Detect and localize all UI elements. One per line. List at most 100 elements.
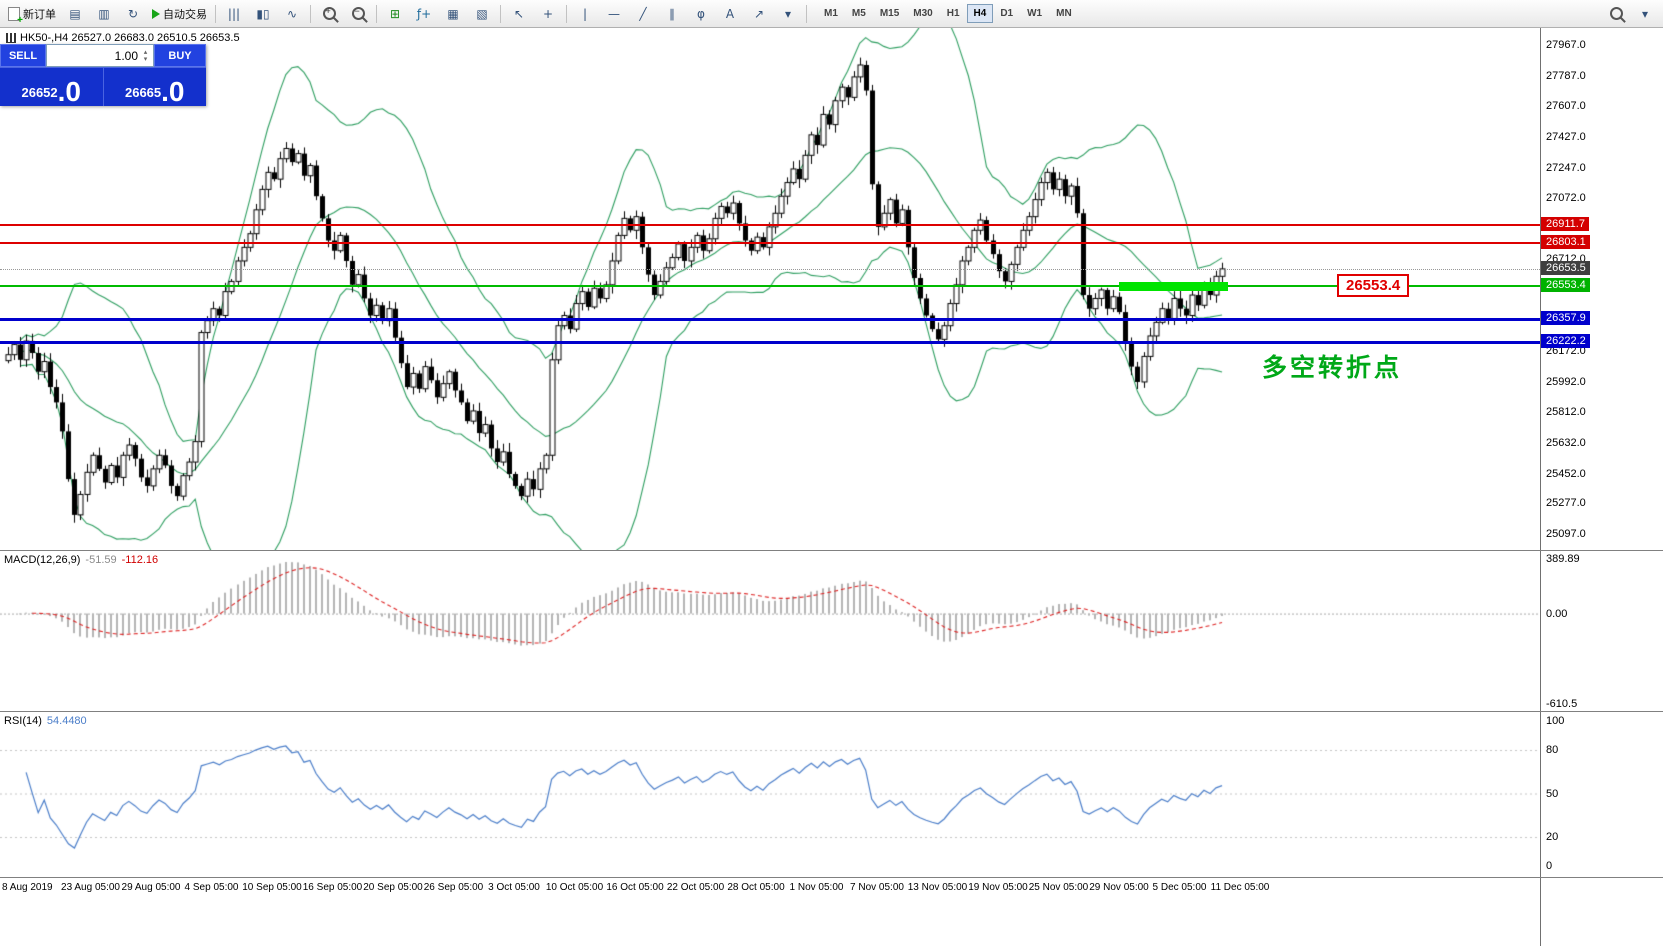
price-label: 25632.0 bbox=[1546, 437, 1586, 449]
rsi-value: 54.4480 bbox=[46, 715, 87, 727]
timeframe-m30-button[interactable]: M30 bbox=[913, 8, 933, 19]
channel-button[interactable]: ∥ bbox=[658, 2, 686, 26]
bar-chart-button[interactable]: ||| bbox=[220, 2, 248, 26]
buy-price-frac: .0 bbox=[161, 76, 185, 108]
date-label: 20 Sep 05:00 bbox=[363, 882, 423, 893]
horizontal-line-26803.1[interactable] bbox=[0, 242, 1540, 244]
document-plus-icon bbox=[8, 6, 23, 26]
horizontal-line-button[interactable]: — bbox=[600, 2, 628, 26]
rsi-canvas[interactable] bbox=[0, 713, 1540, 878]
price-label: 27427.0 bbox=[1546, 131, 1586, 143]
trendline-button[interactable]: ╱ bbox=[629, 2, 657, 26]
autotrading-button-label: 自动交易 bbox=[163, 8, 207, 21]
price-flag-label[interactable]: 26553.4 bbox=[1337, 274, 1410, 297]
price-badge: 26357.9 bbox=[1541, 311, 1590, 325]
main-chart-canvas[interactable] bbox=[0, 28, 1540, 550]
line-chart-icon: ∿ bbox=[286, 6, 298, 21]
price-label: 27247.0 bbox=[1546, 162, 1586, 174]
date-label: 29 Nov 05:00 bbox=[1089, 882, 1149, 893]
date-label: 10 Sep 05:00 bbox=[242, 882, 302, 893]
buy-button[interactable]: BUY bbox=[154, 44, 206, 67]
fibonacci-button[interactable]: φ bbox=[687, 2, 715, 26]
date-label: 13 Nov 05:00 bbox=[907, 882, 968, 893]
new-chart-button[interactable]: ▦ bbox=[439, 2, 467, 26]
sell-price[interactable]: 26652.0 bbox=[0, 68, 103, 106]
search-button[interactable] bbox=[1602, 2, 1630, 26]
horizontal-line-26553.4[interactable] bbox=[0, 285, 1540, 287]
tile-windows-button[interactable]: ⊞ bbox=[381, 2, 409, 26]
indicators-button[interactable]: ƒ+ bbox=[410, 2, 438, 26]
symbol-ohlc-text: HK50-,H4 26527.0 26683.0 26510.5 26653.5 bbox=[20, 32, 240, 44]
price-axis[interactable]: 27967.0 27787.0 27607.0 27427.0 27247.0 27072… bbox=[1540, 28, 1663, 946]
volume-spinner[interactable]: 1.00 ▴ ▾ bbox=[46, 44, 154, 67]
chart-icon bbox=[6, 33, 16, 43]
tile-windows-icon: ⊞ bbox=[389, 6, 401, 21]
time-axis[interactable]: 8 Aug 2019 23 Aug 05:00 29 Aug 05:00 4 Sep … bbox=[0, 880, 1540, 896]
magnifier-icon bbox=[1609, 7, 1623, 20]
timeframe-h4-button[interactable]: H4 bbox=[966, 4, 994, 23]
sell-button[interactable]: SELL bbox=[0, 44, 46, 67]
toolbar-separator bbox=[566, 4, 567, 23]
panel-separator[interactable] bbox=[0, 711, 1663, 712]
data-window-button[interactable]: ▥ bbox=[90, 2, 118, 26]
horizontal-line-26357.9[interactable] bbox=[0, 318, 1540, 321]
text-button[interactable]: A bbox=[716, 2, 744, 26]
panel-separator[interactable] bbox=[0, 550, 1663, 551]
autotrading-button[interactable]: 自动交易 bbox=[148, 2, 211, 26]
date-label: 4 Sep 05:00 bbox=[184, 882, 239, 893]
horizontal-line-26911.7[interactable] bbox=[0, 224, 1540, 226]
sell-price-main: 26652 bbox=[21, 85, 58, 100]
candlestick-chart-button[interactable]: ▮▯ bbox=[249, 2, 277, 26]
new-chart-icon: ▦ bbox=[447, 6, 459, 21]
timeframe-w1-button[interactable]: W1 bbox=[1027, 8, 1043, 19]
panel-separator[interactable] bbox=[0, 877, 1663, 878]
line-chart-button[interactable]: ∿ bbox=[278, 2, 306, 26]
timeframe-h1-button[interactable]: H1 bbox=[946, 8, 960, 19]
quick-menu-icon: ▾ bbox=[1641, 6, 1649, 21]
quick-menu-button[interactable]: ▾ bbox=[1631, 2, 1659, 26]
shapes-button[interactable]: ▾ bbox=[774, 2, 802, 26]
text-icon: A bbox=[725, 6, 735, 21]
date-label: 7 Nov 05:00 bbox=[850, 882, 904, 893]
horizontal-line-26222.2[interactable] bbox=[0, 341, 1540, 344]
cursor-button[interactable]: ↖ bbox=[505, 2, 533, 26]
timeframe-m1-button[interactable]: M1 bbox=[824, 8, 838, 19]
data-window-icon: ▥ bbox=[98, 6, 110, 21]
date-label: 3 Oct 05:00 bbox=[488, 882, 540, 893]
sell-price-frac: .0 bbox=[57, 76, 81, 108]
timeframe-mn-button[interactable]: MN bbox=[1056, 8, 1072, 19]
turning-point-annotation[interactable]: 多空转折点 bbox=[1262, 354, 1403, 382]
toolbar-separator bbox=[500, 4, 501, 23]
date-label: 11 Dec 05:00 bbox=[1210, 882, 1270, 893]
macd-canvas[interactable] bbox=[0, 552, 1540, 710]
buy-price[interactable]: 26665.0 bbox=[102, 68, 207, 108]
timeframe-m5-button[interactable]: M5 bbox=[851, 8, 866, 19]
horizontal-line-26653.5[interactable] bbox=[0, 269, 1540, 270]
volume-spin-buttons[interactable]: ▴ ▾ bbox=[139, 45, 152, 66]
arrow-objects-button[interactable]: ↗ bbox=[745, 2, 773, 26]
vertical-line-icon: | bbox=[582, 6, 588, 21]
refresh-button[interactable]: ↻ bbox=[119, 2, 147, 26]
toolbar-separator bbox=[215, 4, 216, 23]
spin-up-icon[interactable]: ▴ bbox=[143, 48, 148, 56]
trendline-icon: ╱ bbox=[639, 6, 647, 21]
zoom-out-button[interactable] bbox=[344, 2, 372, 26]
rsi-scale-label: 20 bbox=[1546, 831, 1559, 843]
spin-down-icon[interactable]: ▾ bbox=[143, 55, 148, 63]
price-badge: 26803.1 bbox=[1541, 235, 1590, 249]
crosshair-icon: + bbox=[542, 6, 554, 21]
crosshair-button[interactable]: + bbox=[534, 2, 562, 26]
charts-profile-button[interactable]: ▤ bbox=[61, 2, 89, 26]
rsi-scale-label: 100 bbox=[1546, 715, 1565, 727]
timeframe-m15-button[interactable]: M15 bbox=[879, 8, 900, 19]
zoom-in-button[interactable] bbox=[315, 2, 343, 26]
price-label: 27967.0 bbox=[1546, 39, 1586, 51]
highlight-rectangle[interactable] bbox=[1119, 282, 1228, 291]
date-label: 1 Nov 05:00 bbox=[789, 882, 844, 893]
navigator-button[interactable]: ▧ bbox=[468, 2, 496, 26]
play-icon bbox=[152, 8, 160, 19]
timeframe-d1-button[interactable]: D1 bbox=[1000, 8, 1014, 19]
symbol-ohlc-line: HK50-,H4 26527.0 26683.0 26510.5 26653.5 bbox=[6, 32, 240, 44]
vertical-line-button[interactable]: | bbox=[571, 2, 599, 26]
new-order-button[interactable]: 新订单 bbox=[4, 2, 60, 26]
